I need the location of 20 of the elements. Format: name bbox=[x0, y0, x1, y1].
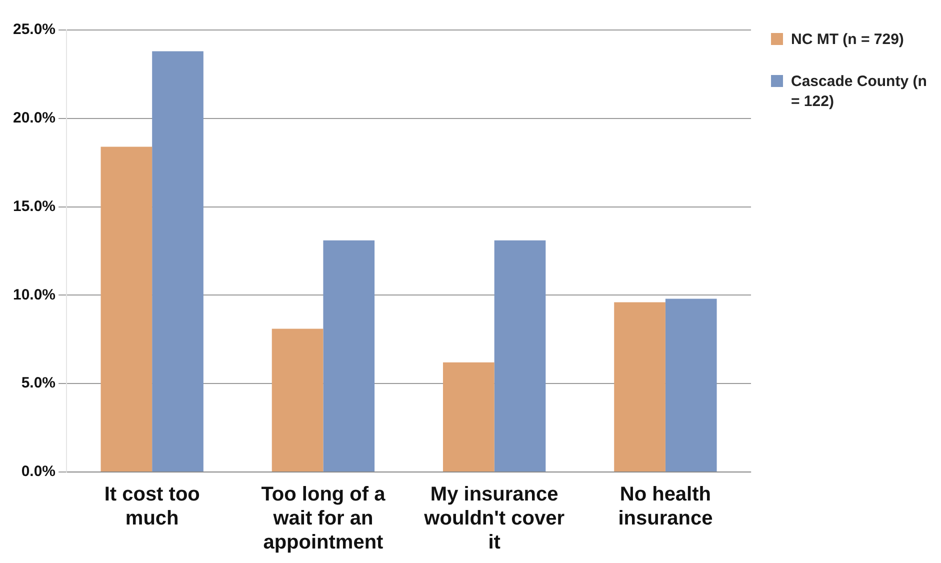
y-tick-label: 15.0% bbox=[12, 198, 56, 215]
bar bbox=[100, 146, 152, 472]
bar bbox=[665, 298, 717, 472]
y-tick-label: 5.0% bbox=[21, 374, 56, 392]
y-tick-label: 0.0% bbox=[21, 463, 56, 480]
y-tick-label: 10.0% bbox=[12, 286, 56, 304]
x-tick-label: It cost too much bbox=[104, 484, 200, 530]
bar bbox=[614, 302, 666, 472]
legend-label: NC MT (n = 729) bbox=[791, 30, 905, 50]
x-tick-label: My insurance wouldn't cover it bbox=[423, 484, 565, 554]
x-tick-label: Too long of a wait for an appointment bbox=[261, 484, 386, 554]
x-tick-label: No health insurance bbox=[618, 484, 713, 530]
bar bbox=[442, 362, 494, 472]
y-tick-label: 20.0% bbox=[12, 110, 56, 127]
bar bbox=[323, 240, 375, 472]
y-tick-label: 25.0% bbox=[12, 21, 56, 38]
bar bbox=[152, 51, 204, 472]
legend-label: Cascade County (n = 122) bbox=[791, 72, 928, 112]
bar bbox=[272, 328, 324, 472]
bar bbox=[494, 240, 546, 472]
